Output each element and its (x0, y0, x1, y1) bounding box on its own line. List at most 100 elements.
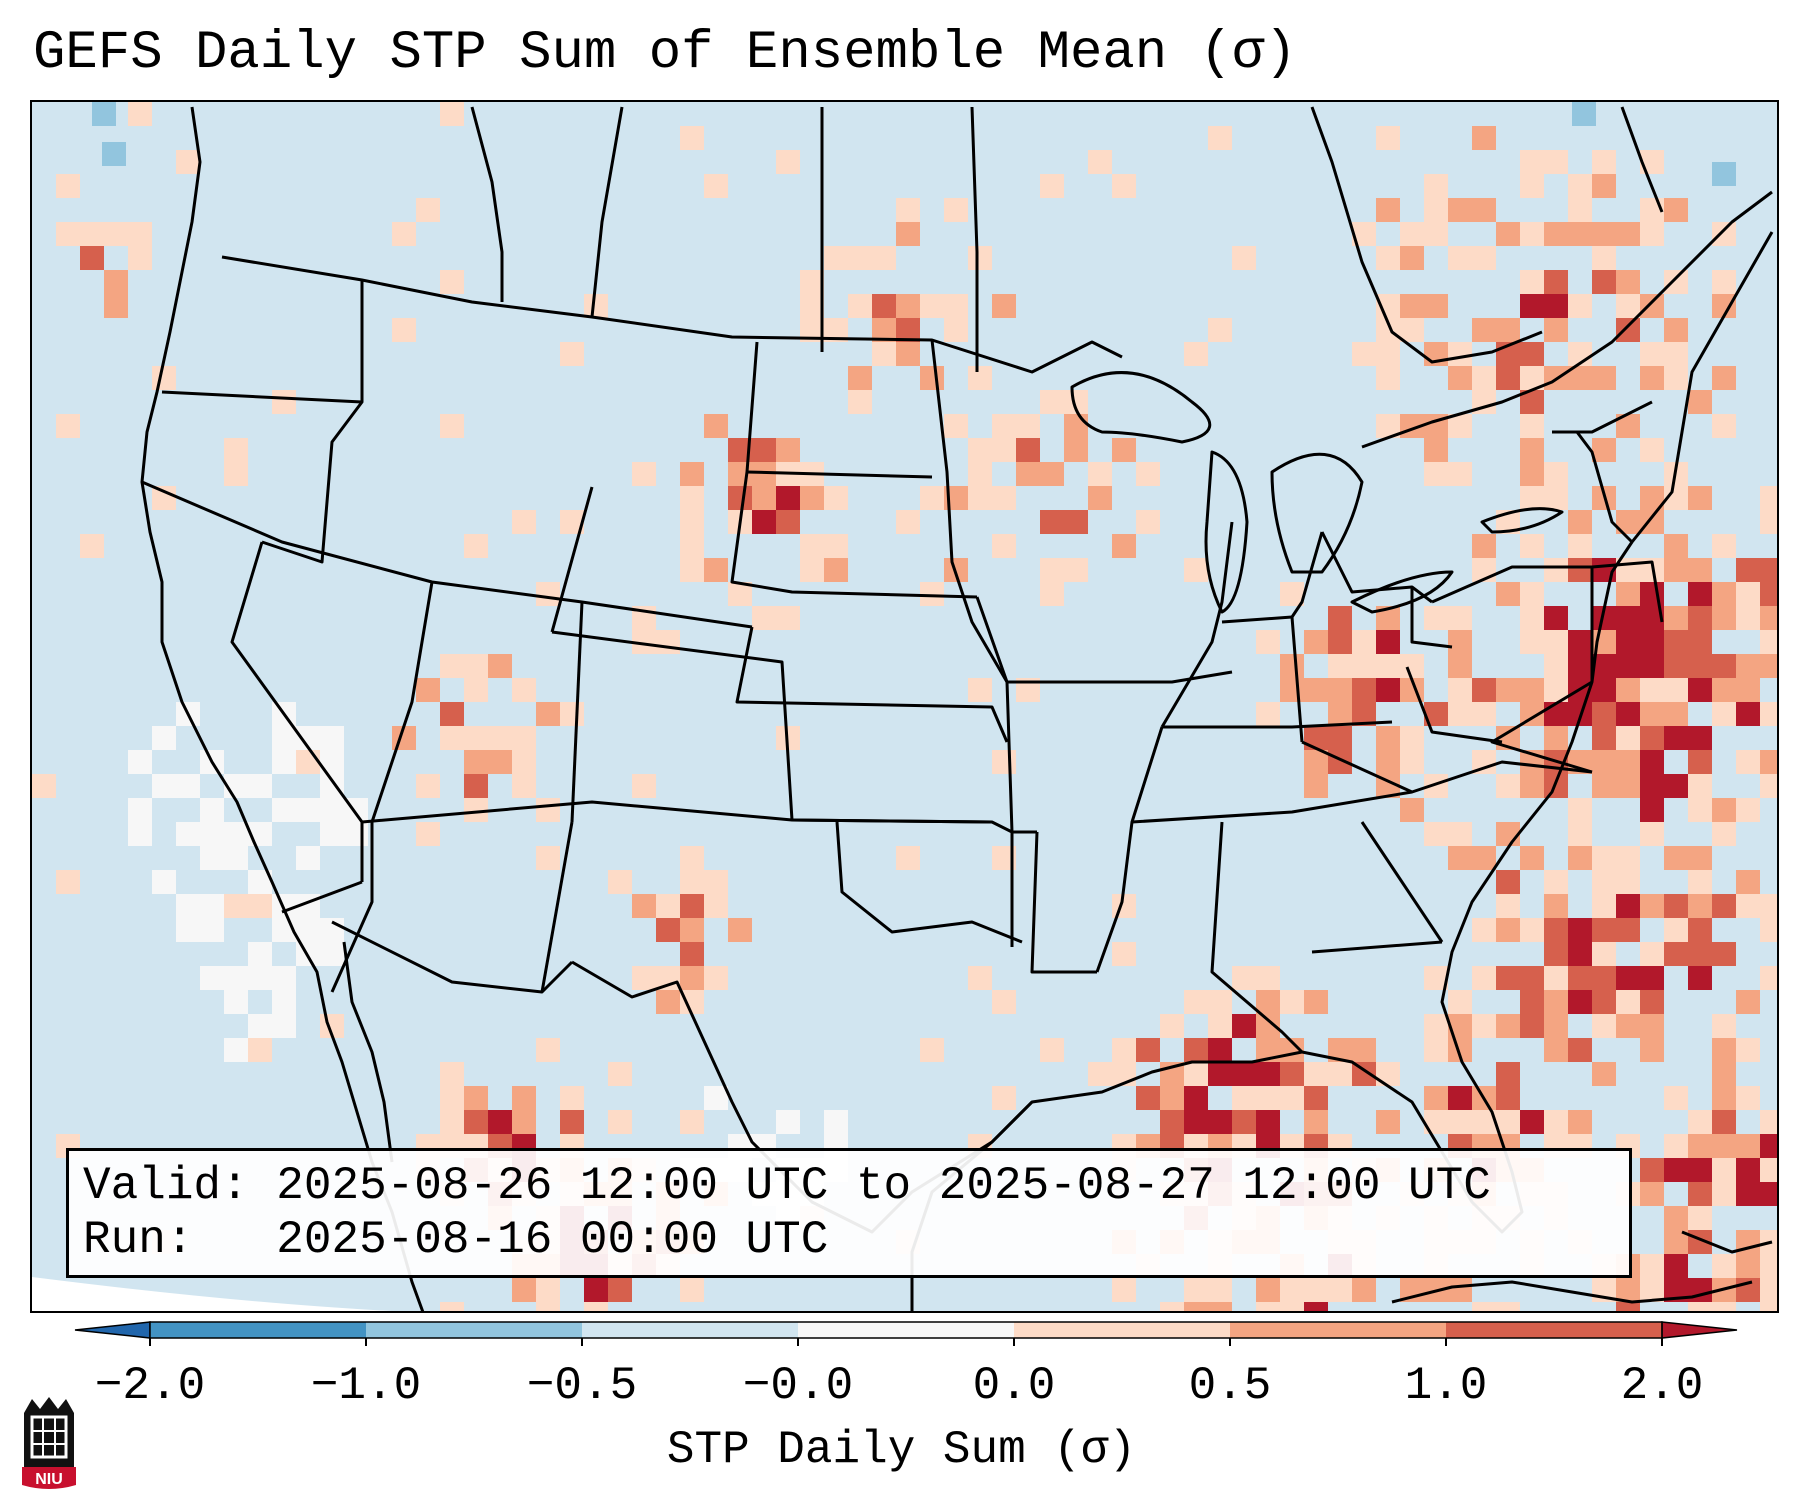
stp-cell (1664, 606, 1688, 630)
stp-cell (464, 654, 488, 678)
stp-cell (1304, 1062, 1328, 1086)
stp-cell (1544, 318, 1568, 342)
colorbar-tick-label: −1.0 (310, 1360, 422, 1412)
stp-cell (1112, 1278, 1136, 1302)
stp-cell (1544, 1014, 1568, 1038)
stp-cell (1544, 990, 1568, 1014)
colorbar-tick-label: 1.0 (1404, 1360, 1488, 1412)
stp-cell (1736, 678, 1760, 702)
stp-cell (152, 870, 176, 894)
stp-cell (1496, 774, 1520, 798)
stp-cell (1472, 198, 1496, 222)
stp-cell (1616, 294, 1640, 318)
stp-cell (248, 1014, 272, 1038)
stp-cell (1544, 870, 1568, 894)
stp-cell (1208, 1278, 1232, 1302)
stp-cell (440, 702, 464, 726)
stp-cell (1688, 846, 1712, 870)
stp-cell-negative (102, 142, 126, 166)
stp-cell (1544, 1038, 1568, 1062)
stp-cell (992, 750, 1016, 774)
stp-cell (848, 366, 872, 390)
stp-cell (1568, 942, 1592, 966)
stp-cell (1352, 342, 1376, 366)
stp-cell (104, 294, 128, 318)
stp-cell (1712, 582, 1736, 606)
stp-cell (1400, 750, 1424, 774)
stp-cell (1664, 726, 1688, 750)
stp-cell (800, 486, 824, 510)
stp-cell (752, 486, 776, 510)
stp-cell (1616, 726, 1640, 750)
stp-cell (872, 246, 896, 270)
stp-cell (1760, 966, 1777, 990)
stp-cell (968, 486, 992, 510)
stp-cell (920, 486, 944, 510)
stp-cell (1568, 798, 1592, 822)
stp-cell (1328, 606, 1352, 630)
stp-cell (680, 1110, 704, 1134)
stp-cell (1736, 1158, 1760, 1182)
stp-cell-negative (92, 102, 116, 126)
stp-cell (1736, 582, 1760, 606)
stp-cell (1328, 654, 1352, 678)
stp-cell (1640, 726, 1664, 750)
stp-cell (1544, 222, 1568, 246)
stp-cell (1712, 1014, 1736, 1038)
stp-cell (1640, 1254, 1664, 1278)
stp-cell (1136, 1086, 1160, 1110)
stp-cell-negative (1712, 162, 1736, 186)
stp-cell (536, 582, 560, 606)
stp-cell (1664, 366, 1688, 390)
stp-cell (1424, 198, 1448, 222)
stp-cell (440, 102, 464, 126)
stp-cell (896, 294, 920, 318)
stp-cell (1640, 438, 1664, 462)
stp-cell (1376, 726, 1400, 750)
stp-cell (1616, 774, 1640, 798)
stp-cell (1232, 1014, 1256, 1038)
colorbar-tick-label: −0.0 (742, 1360, 854, 1412)
stp-cell (1760, 606, 1777, 630)
stp-cell (1616, 870, 1640, 894)
stp-cell (896, 198, 920, 222)
stp-cell (824, 486, 848, 510)
stp-cell (1544, 1110, 1568, 1134)
stp-cell (656, 918, 680, 942)
stp-cell (1280, 1302, 1304, 1311)
stp-cell (1712, 534, 1736, 558)
validity-info-box: Valid: 2025-08-26 12:00 UTC to 2025-08-2… (66, 1148, 1632, 1278)
stp-cell (1520, 582, 1544, 606)
colorbar-outline (149, 1321, 1663, 1339)
stp-cell (1280, 654, 1304, 678)
colorbar-bin (798, 1322, 1015, 1338)
stp-cell (632, 774, 656, 798)
stp-cell (1304, 1086, 1328, 1110)
stp-cell (992, 990, 1016, 1014)
stp-cell (1376, 246, 1400, 270)
stp-cell (440, 654, 464, 678)
stp-cell (1016, 414, 1040, 438)
cuba-coastline (1391, 1280, 1753, 1304)
stp-cell (896, 222, 920, 246)
stp-cell (1688, 1206, 1712, 1230)
stp-cell (1472, 966, 1496, 990)
stp-cell (1520, 222, 1544, 246)
stp-cell (992, 294, 1016, 318)
stp-cell (680, 942, 704, 966)
stp-cell (1568, 294, 1592, 318)
stp-cell (248, 894, 272, 918)
stp-cell (1208, 1302, 1232, 1311)
stp-cell (800, 534, 824, 558)
stp-cell (1376, 630, 1400, 654)
stp-cell (1520, 630, 1544, 654)
stp-cell (776, 1110, 800, 1134)
stp-cell (224, 462, 248, 486)
stp-cell (1760, 630, 1777, 654)
colorbar-tick-label: 0.5 (1188, 1360, 1272, 1412)
stp-cell (1592, 246, 1616, 270)
stp-cell (1544, 654, 1568, 678)
stp-cell (1448, 366, 1472, 390)
stp-cell (1760, 1182, 1777, 1206)
stp-cell (80, 222, 104, 246)
